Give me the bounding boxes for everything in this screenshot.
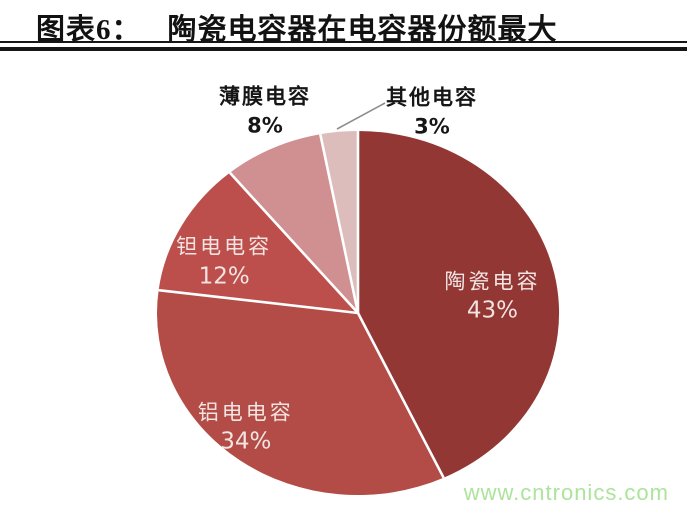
pie-slice-3 [158,172,358,313]
pie-label-name: 陶瓷电容 [444,269,541,294]
leader-line-other-slice [336,102,386,130]
pie-label-3: 钽电电容 12% [176,234,272,291]
slice-separator [228,171,359,314]
pie-label-value: 34% [220,428,272,455]
pie-label-name: 铝电电容 [197,400,294,425]
pie-label-name: 钽电电容 [176,234,273,259]
pie-label-4: 薄膜电容 8% [219,83,311,139]
pie-label-name: 薄膜电容 [219,84,311,109]
title-divider [0,41,687,51]
pie-label-2: 铝电电容 34% [198,399,294,456]
slice-separator [356,312,445,479]
pie-slice-1 [358,130,560,478]
pie-label-value: 8% [247,113,283,138]
watermark: www.cntronics.com [463,480,669,505]
figure-number: 图表6： [36,14,142,46]
pie-label-value: 12% [198,263,250,290]
pie-label-1: 陶瓷电容 43% [444,268,540,325]
pie-label-name: 其他电容 [386,85,478,110]
pie-label-5: 其他电容 3% [386,84,478,140]
slice-separator [319,133,360,314]
slice-separator [158,288,359,315]
pie-label-value: 3% [414,114,450,139]
chart-title: 陶瓷电容器在电容器份额最大 [167,14,558,46]
pie-slice-4 [229,134,358,313]
chart-header: 图表6： 陶瓷电容器在电容器份额最大 [36,6,558,48]
pie-label-value: 43% [466,297,519,324]
